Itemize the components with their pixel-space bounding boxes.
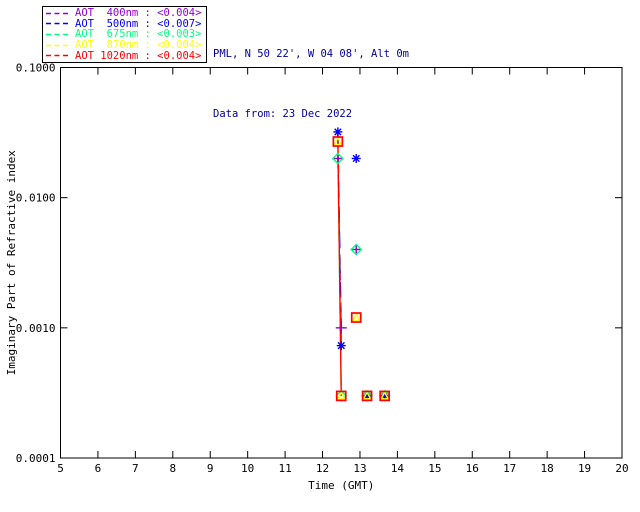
legend-dash-sample-400nm (46, 12, 71, 14)
data-from-line: Data from: 23 Dec 2022 (213, 108, 353, 120)
x-tick-label-13: 13 (353, 462, 366, 475)
y-axis-label: Imaginary Part of Refractive index (5, 150, 18, 376)
legend-item-870nm: AOT 870nm : <0.004> (46, 40, 204, 50)
legend-label-675nm: AOT 675nm : <0.003> (75, 28, 202, 41)
x-tick-label-19: 19 (578, 462, 591, 475)
y-axis-ticks: 0.1000 0.0100 0.0010 0.0001 (16, 62, 622, 465)
legend-label-500nm: AOT 500nm : <0.007> (75, 17, 202, 30)
plot-header: PML, N 50 22', W 04 08', Alt 0m Data fro… (213, 4, 409, 164)
legend-item-675nm: AOT 675nm : <0.003> (46, 28, 204, 41)
legend-item-1020nm: AOT 1020nm : <0.004> (46, 49, 204, 62)
x-tick-label-18: 18 (541, 462, 554, 475)
x-tick-label-11: 11 (278, 462, 291, 475)
legend-box: AOT 400nm : <0.004> AOT 500nm : <0.007> AO… (42, 6, 207, 63)
x-tick-label-14: 14 (391, 462, 405, 475)
y-tick-label-0.0010: 0.0010 (16, 322, 56, 335)
legend-item-500nm: AOT 500nm : <0.007> (46, 19, 204, 29)
x-tick-label-7: 7 (132, 462, 139, 475)
x-tick-label-10: 10 (241, 462, 254, 475)
x-tick-label-16: 16 (466, 462, 479, 475)
legend-dash-sample-870nm (46, 44, 71, 46)
x-tick-label-5: 5 (57, 462, 64, 475)
markers-aot-500nm (333, 127, 390, 401)
legend-label-400nm: AOT 400nm : <0.004> (75, 7, 202, 20)
series-markers (331, 127, 391, 402)
legend-label-870nm: AOT 870nm : <0.004> (75, 39, 202, 52)
legend-dash-sample-675nm (46, 33, 71, 36)
x-axis-ticks: 5 6 7 8 9 10 11 12 13 14 15 16 17 18 19 20 (57, 67, 629, 475)
x-tick-label-9: 9 (207, 462, 214, 475)
legend-item-400nm: AOT 400nm : <0.004> (46, 7, 204, 20)
legend-dash-sample-500nm (46, 23, 71, 25)
x-tick-label-6: 6 (95, 462, 102, 475)
station-title: PML, N 50 22', W 04 08', Alt 0m (213, 48, 409, 60)
markers-aot-870nm (333, 136, 390, 400)
x-axis-label: Time (GMT) (308, 479, 374, 492)
legend-dash-sample-1020nm (46, 54, 71, 57)
x-tick-label-12: 12 (316, 462, 329, 475)
y-tick-label-0.1000: 0.1000 (16, 62, 56, 75)
x-tick-label-15: 15 (428, 462, 441, 475)
x-tick-label-8: 8 (169, 462, 176, 475)
series-lines (337, 131, 342, 396)
x-tick-label-20: 20 (615, 462, 628, 475)
x-tick-label-17: 17 (503, 462, 516, 475)
y-tick-label-0.0100: 0.0100 (16, 192, 56, 205)
legend-label-1020nm: AOT 1020nm : <0.004> (75, 49, 202, 62)
series-line-aot-1020nm (337, 141, 342, 396)
markers-aot-400nm (332, 152, 362, 334)
y-tick-label-0.0001: 0.0001 (16, 452, 56, 465)
plot-frame (60, 67, 623, 459)
markers-aot-1020nm (332, 136, 391, 402)
